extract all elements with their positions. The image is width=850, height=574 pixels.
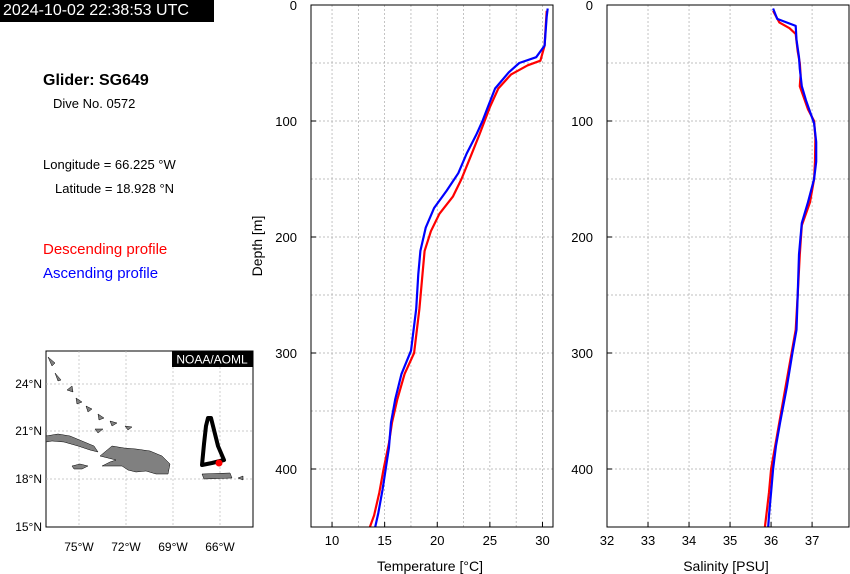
map-lon-tick: 69°W bbox=[158, 540, 188, 554]
map-lon-tick: 66°W bbox=[205, 540, 235, 554]
temperature-y-tick-label: 200 bbox=[275, 230, 297, 245]
puerto-rico-landmass bbox=[201, 472, 233, 480]
salinity-y-tick-label: 0 bbox=[586, 0, 593, 13]
map-lat-tick: 15°N bbox=[15, 520, 42, 534]
cuba-landmass bbox=[45, 433, 99, 453]
jamaica-landmass bbox=[71, 463, 89, 470]
map-lon-tick: 75°W bbox=[64, 540, 94, 554]
temperature-x-tick-label: 10 bbox=[325, 533, 339, 548]
legend-ascending: Ascending profile bbox=[43, 265, 159, 282]
dive-number: Dive No. 0572 bbox=[53, 96, 136, 111]
salinity-x-tick-label: 34 bbox=[682, 533, 696, 548]
map-lat-tick: 24°N bbox=[15, 377, 42, 391]
temperature-x-tick-label: 20 bbox=[430, 533, 444, 548]
salinity-x-tick-label: 37 bbox=[805, 533, 819, 548]
temperature-plot-frame bbox=[310, 4, 554, 528]
salinity-y-tick-label: 400 bbox=[571, 462, 593, 477]
map-lat-tick: 21°N bbox=[15, 424, 42, 438]
temperature-y-tick-label: 400 bbox=[275, 462, 297, 477]
temperature-plot-area bbox=[311, 5, 553, 527]
salinity-y-tick-label: 200 bbox=[571, 230, 593, 245]
location-map: NOAA/AOML 24°N 21°N 18°N 15°N 75°W 72°W … bbox=[15, 350, 254, 554]
temperature-y-tick-label: 300 bbox=[275, 346, 297, 361]
hispaniola-landmass bbox=[99, 445, 171, 475]
temperature-y-tick-label: 100 bbox=[275, 114, 297, 129]
temperature-x-tick-label: 15 bbox=[377, 533, 391, 548]
map-badge: NOAA/AOML bbox=[176, 353, 248, 367]
temperature-y-axis-label: Depth [m] bbox=[249, 216, 265, 277]
map-badge-background bbox=[172, 351, 253, 367]
glider-title: Glider: SG649 bbox=[43, 72, 149, 89]
salinity-x-tick-label: 35 bbox=[723, 533, 737, 548]
salinity-ascending-line bbox=[767, 8, 818, 528]
map-lat-tick: 18°N bbox=[15, 472, 42, 486]
salinity-y-tick-label: 100 bbox=[571, 114, 593, 129]
map-lon-tick: 72°W bbox=[111, 540, 141, 554]
temperature-y-tick-label: 0 bbox=[290, 0, 297, 13]
salinity-plot-frame bbox=[606, 4, 850, 528]
latitude-label: Latitude = 18.928 °N bbox=[55, 181, 175, 196]
salinity-x-tick-label: 33 bbox=[641, 533, 655, 548]
map-frame bbox=[45, 350, 254, 528]
salinity-x-tick-label: 32 bbox=[600, 533, 614, 548]
legend-descending: Descending profile bbox=[43, 241, 168, 258]
temperature-x-tick-label: 25 bbox=[483, 533, 497, 548]
salinity-x-tick-label: 36 bbox=[764, 533, 778, 548]
temperature-x-tick-label: 30 bbox=[535, 533, 549, 548]
salinity-y-tick-label: 300 bbox=[571, 346, 593, 361]
glider-position-marker bbox=[215, 459, 223, 467]
small-islands bbox=[47, 356, 244, 481]
timestamp-label: 2024-10-02 22:38:53 UTC bbox=[0, 0, 214, 22]
map-gridlines bbox=[46, 351, 253, 527]
temperature-x-axis-label: Temperature [°C] bbox=[377, 558, 483, 574]
salinity-x-axis-label: Salinity [PSU] bbox=[683, 558, 769, 574]
longitude-label: Longitude = 66.225 °W bbox=[43, 157, 176, 172]
salinity-plot-area bbox=[607, 5, 849, 527]
temperature-ascending-line bbox=[374, 8, 549, 528]
